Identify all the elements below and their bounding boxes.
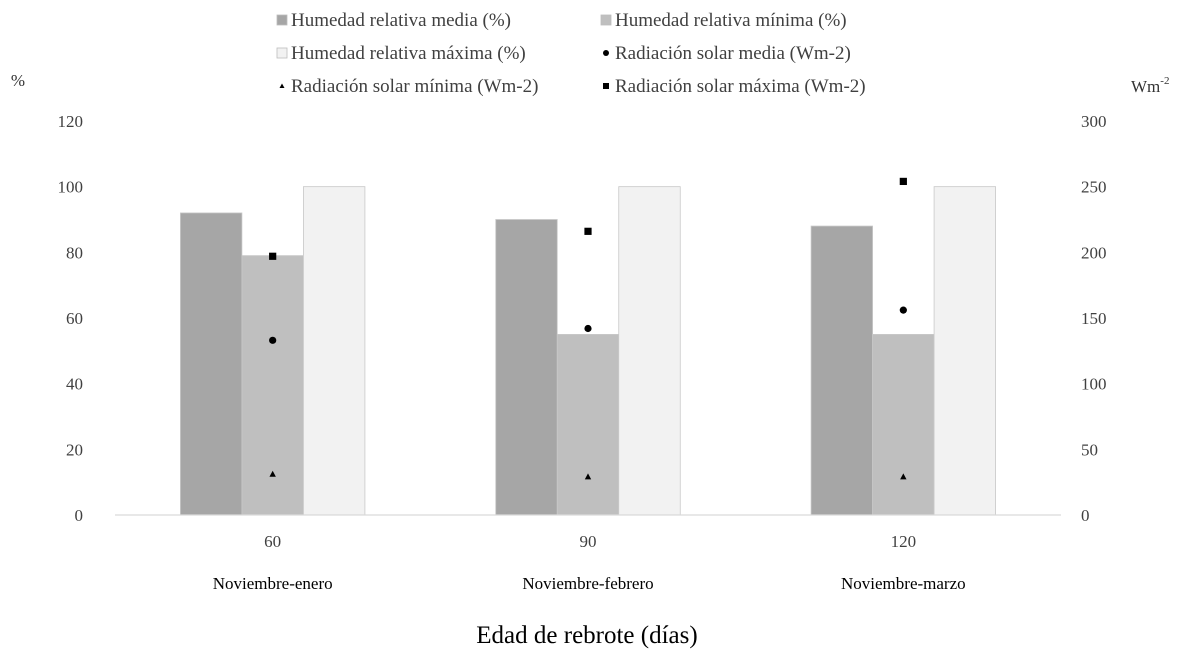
- legend-label: Humedad relativa máxima (%): [291, 43, 526, 64]
- y-right-tick-label: 300: [1081, 112, 1107, 131]
- y-axis-right-title: Wm-2: [1131, 75, 1169, 96]
- bar: [618, 186, 681, 516]
- bar: [303, 186, 366, 516]
- bar: [495, 219, 558, 516]
- bar: [180, 212, 243, 516]
- legend: Humedad relativa media (%) Humedad relati…: [276, 10, 866, 97]
- y-left-tick-label: 20: [66, 440, 83, 459]
- legend-marker-circle: [603, 50, 609, 56]
- x-category-sublabel: Noviembre-marzo: [841, 574, 966, 593]
- y-right-tick-label: 50: [1081, 440, 1098, 459]
- legend-label: Radiación solar máxima (Wm-2): [615, 76, 866, 97]
- y-right-tick-label: 200: [1081, 243, 1107, 262]
- y-right-tick-label: 100: [1081, 375, 1107, 394]
- bar: [556, 334, 620, 516]
- legend-label: Radiación solar media (Wm-2): [615, 43, 851, 64]
- legend-swatch: [276, 14, 288, 26]
- marker-square: [899, 177, 907, 186]
- y-right-tick-label: 0: [1081, 506, 1090, 525]
- marker-circle: [269, 336, 277, 344]
- marker-square: [269, 252, 277, 260]
- x-axis-labels: 60 Noviembre-enero 90 Noviembre-febrero 120 N…: [213, 532, 966, 593]
- y-left-tick-label: 0: [75, 506, 84, 525]
- x-tick-label: 90: [580, 532, 597, 551]
- x-tick-label: 120: [891, 532, 917, 551]
- legend-swatch: [276, 47, 288, 59]
- y-axis-right-title-unit: Wm: [1131, 77, 1160, 96]
- marker-triangle: [900, 473, 907, 480]
- y-left-tick-label: 100: [58, 178, 84, 197]
- legend-marker-triangle: [279, 83, 285, 88]
- bars: [180, 186, 996, 516]
- y-axis-right-ticks: 0 50 100 150 200 250 300: [1081, 112, 1107, 525]
- y-axis-left-ticks: 0 20 40 60 80 100 120: [58, 112, 84, 525]
- y-left-tick-label: 80: [66, 243, 83, 262]
- y-left-tick-label: 60: [66, 309, 83, 328]
- marker-circle: [899, 306, 907, 314]
- marker-triangle: [584, 473, 592, 480]
- bar: [872, 334, 935, 516]
- legend-label: Humedad relativa media (%): [291, 10, 511, 31]
- x-axis-title: Edad de rebrote (días): [476, 622, 697, 649]
- bar: [810, 225, 873, 516]
- marker-square: [584, 227, 592, 235]
- marker-triangle: [269, 470, 276, 477]
- x-category-sublabel: Noviembre-febrero: [522, 574, 653, 593]
- legend-swatch: [600, 14, 612, 26]
- markers: [269, 177, 907, 480]
- y-axis-left-title: %: [11, 71, 25, 90]
- y-right-tick-label: 250: [1081, 178, 1107, 197]
- y-left-tick-label: 40: [66, 375, 83, 394]
- y-axis-right-title-exponent: -2: [1160, 75, 1169, 87]
- x-category-sublabel: Noviembre-enero: [213, 574, 333, 593]
- x-tick-label: 60: [264, 532, 281, 551]
- legend-label: Radiación solar mínima (Wm-2): [291, 76, 538, 97]
- legend-label: Humedad relativa mínima (%): [615, 10, 847, 31]
- legend-marker-square: [603, 83, 609, 89]
- y-left-tick-label: 120: [58, 112, 84, 131]
- y-right-tick-label: 150: [1081, 309, 1107, 328]
- marker-circle: [584, 324, 592, 333]
- bar: [933, 186, 996, 516]
